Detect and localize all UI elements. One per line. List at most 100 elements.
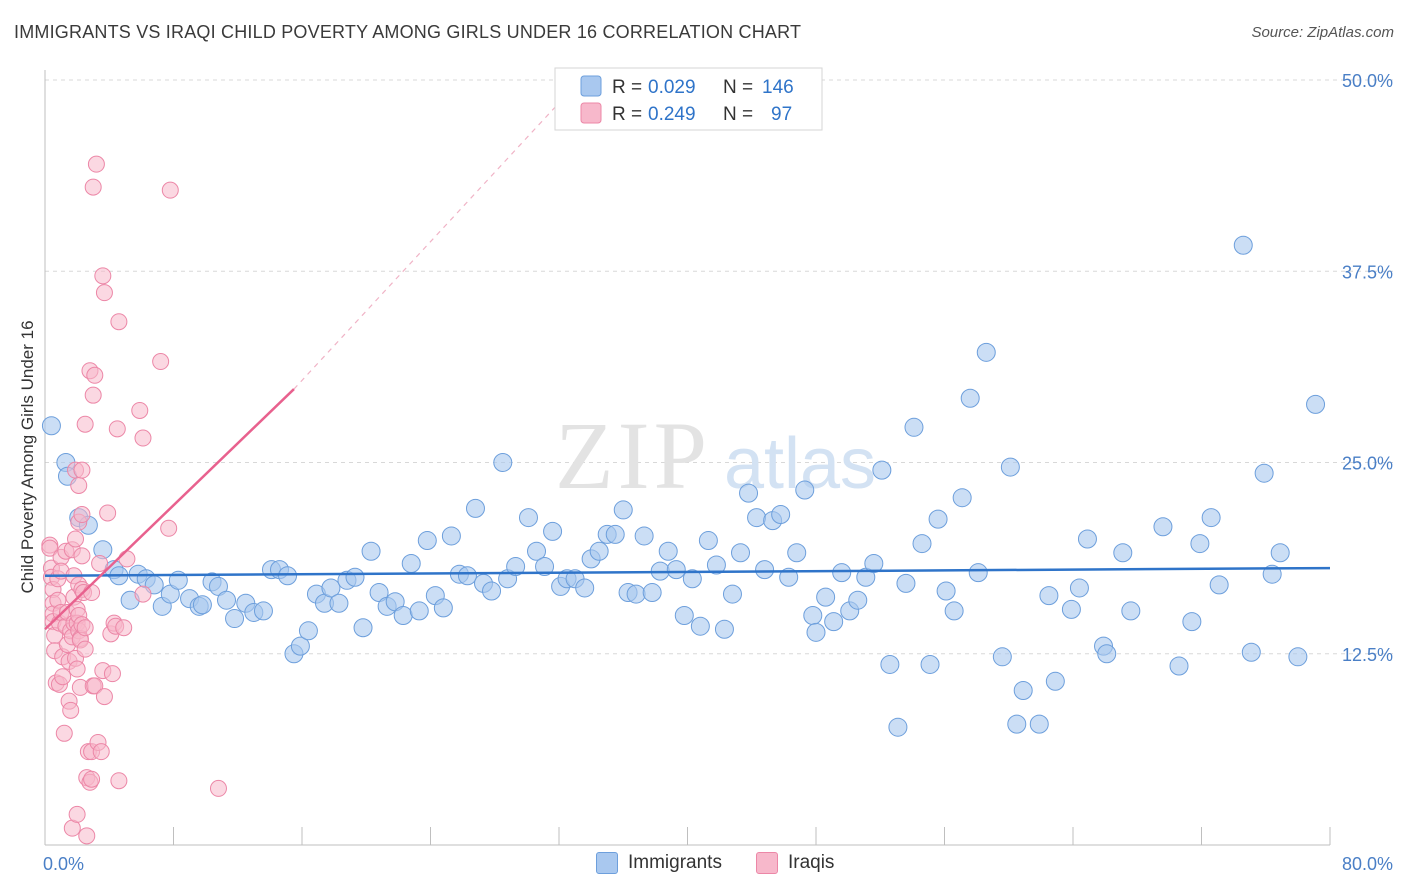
immigrants-point xyxy=(642,583,662,603)
immigrants-point xyxy=(329,593,349,613)
iraqis-point xyxy=(68,660,86,678)
y-tick-label-1: 25.0% xyxy=(1342,454,1393,474)
immigrants-point xyxy=(225,609,245,629)
iraqis-point xyxy=(99,504,117,522)
y-tick-label-2: 37.5% xyxy=(1342,262,1393,282)
immigrants-point xyxy=(795,480,815,500)
iraqis-point xyxy=(160,519,178,537)
iraqis-point xyxy=(73,506,91,524)
immigrants-point xyxy=(674,606,694,625)
iraqis-point xyxy=(76,619,94,637)
immigrants-point xyxy=(787,543,807,563)
stats-r-value-iraqis: 0.249 xyxy=(648,104,696,125)
iraqis-point xyxy=(86,677,104,695)
immigrants-point xyxy=(992,647,1012,667)
immigrants-point xyxy=(824,612,844,632)
stats-r-label-iraqis: R = xyxy=(612,104,642,125)
immigrants-point xyxy=(976,342,996,362)
immigrants-point xyxy=(321,578,341,598)
y-tick-label-0: 12.5% xyxy=(1342,645,1393,665)
immigrants-point xyxy=(345,567,365,587)
iraqis-point xyxy=(209,779,227,797)
immigrants-point xyxy=(1254,463,1274,483)
immigrants-point xyxy=(747,508,767,528)
iraqis-point xyxy=(84,178,102,196)
immigrants-point xyxy=(1013,680,1033,700)
immigrants-point xyxy=(1233,235,1253,255)
x-tick-label-0: 0.0% xyxy=(43,854,84,874)
immigrants-point xyxy=(613,500,633,520)
immigrants-point xyxy=(832,563,852,583)
iraqis-point xyxy=(91,554,109,572)
immigrants-point xyxy=(433,598,453,618)
iraqis-point xyxy=(86,366,104,384)
watermark-zip: ZIP xyxy=(555,402,711,509)
x-tick-label-1: 80.0% xyxy=(1342,854,1393,874)
iraqis-point xyxy=(73,547,91,565)
trend-lines xyxy=(44,102,1331,631)
iraqis-point xyxy=(76,415,94,433)
iraqis-point xyxy=(95,688,113,706)
immigrants-point xyxy=(634,526,654,546)
iraqis-point xyxy=(68,805,86,823)
immigrants-point xyxy=(1039,586,1059,606)
immigrants-point xyxy=(1097,644,1117,664)
immigrants-point xyxy=(755,560,775,580)
source-label: Source: ZipAtlas.com xyxy=(1251,24,1394,41)
legend-swatch-iraqis xyxy=(755,852,778,874)
immigrants-point xyxy=(217,590,237,610)
iraqis-point xyxy=(94,267,112,285)
stats-legend-swatch-immigrants xyxy=(580,75,602,97)
immigrants-point xyxy=(872,460,892,480)
immigrants-point xyxy=(605,524,625,544)
immigrants-point xyxy=(41,416,61,436)
iraqis-point xyxy=(67,530,85,548)
immigrants-point xyxy=(1270,543,1290,563)
iraqis-point xyxy=(54,668,72,686)
stats-legend: R = 0.029 N = 146 R = 0.249 N = 97 xyxy=(554,67,823,131)
immigrants-point xyxy=(1077,529,1097,549)
stats-legend-swatch-iraqis xyxy=(580,102,602,124)
immigrants-point xyxy=(960,388,980,408)
immigrants-point xyxy=(920,654,940,674)
legend-item-immigrants[interactable]: Immigrants xyxy=(596,852,722,874)
stats-r-label-immigrants: R = xyxy=(612,77,642,98)
immigrants-point xyxy=(816,587,836,607)
immigrants-point xyxy=(888,717,908,737)
iraqis-point xyxy=(87,155,105,173)
y-tick-label-3: 50.0% xyxy=(1342,71,1393,91)
immigrants-point xyxy=(896,573,916,593)
immigrants-point xyxy=(1201,508,1221,528)
immigrants-point xyxy=(731,543,751,563)
iraqis-trend-extension xyxy=(293,102,560,390)
legend-item-iraqis[interactable]: Iraqis xyxy=(755,852,834,874)
iraqis-trend-line xyxy=(44,388,295,631)
immigrants-point xyxy=(1061,599,1081,619)
iraqis-point xyxy=(83,770,101,788)
immigrants-point xyxy=(1169,656,1189,676)
immigrants-point xyxy=(1045,671,1065,691)
iraqis-point xyxy=(108,420,126,438)
iraqis-point xyxy=(84,386,102,404)
iraqis-point xyxy=(103,665,121,683)
iraqis-point xyxy=(62,701,80,719)
iraqis-point xyxy=(134,585,152,603)
watermark: ZIP atlas xyxy=(555,402,876,509)
immigrants-point xyxy=(779,567,799,587)
immigrants-point xyxy=(493,453,513,472)
immigrants-point xyxy=(1190,534,1210,554)
immigrants-point xyxy=(290,636,310,656)
immigrants-point xyxy=(192,595,212,615)
immigrants-point xyxy=(253,601,273,621)
immigrants-point xyxy=(409,601,429,621)
immigrants-point xyxy=(393,606,413,625)
immigrants-point xyxy=(535,557,555,577)
immigrants-point xyxy=(912,534,932,554)
stats-n-value-iraqis: 97 xyxy=(771,104,792,125)
immigrants-point xyxy=(626,584,646,604)
iraqis-point xyxy=(76,640,94,658)
y-tick-labels: 12.5% 25.0% 37.5% 50.0% xyxy=(1342,71,1393,665)
immigrants-point xyxy=(936,581,956,601)
stats-n-label-immigrants: N = xyxy=(723,77,753,98)
immigrants-point xyxy=(441,526,461,546)
